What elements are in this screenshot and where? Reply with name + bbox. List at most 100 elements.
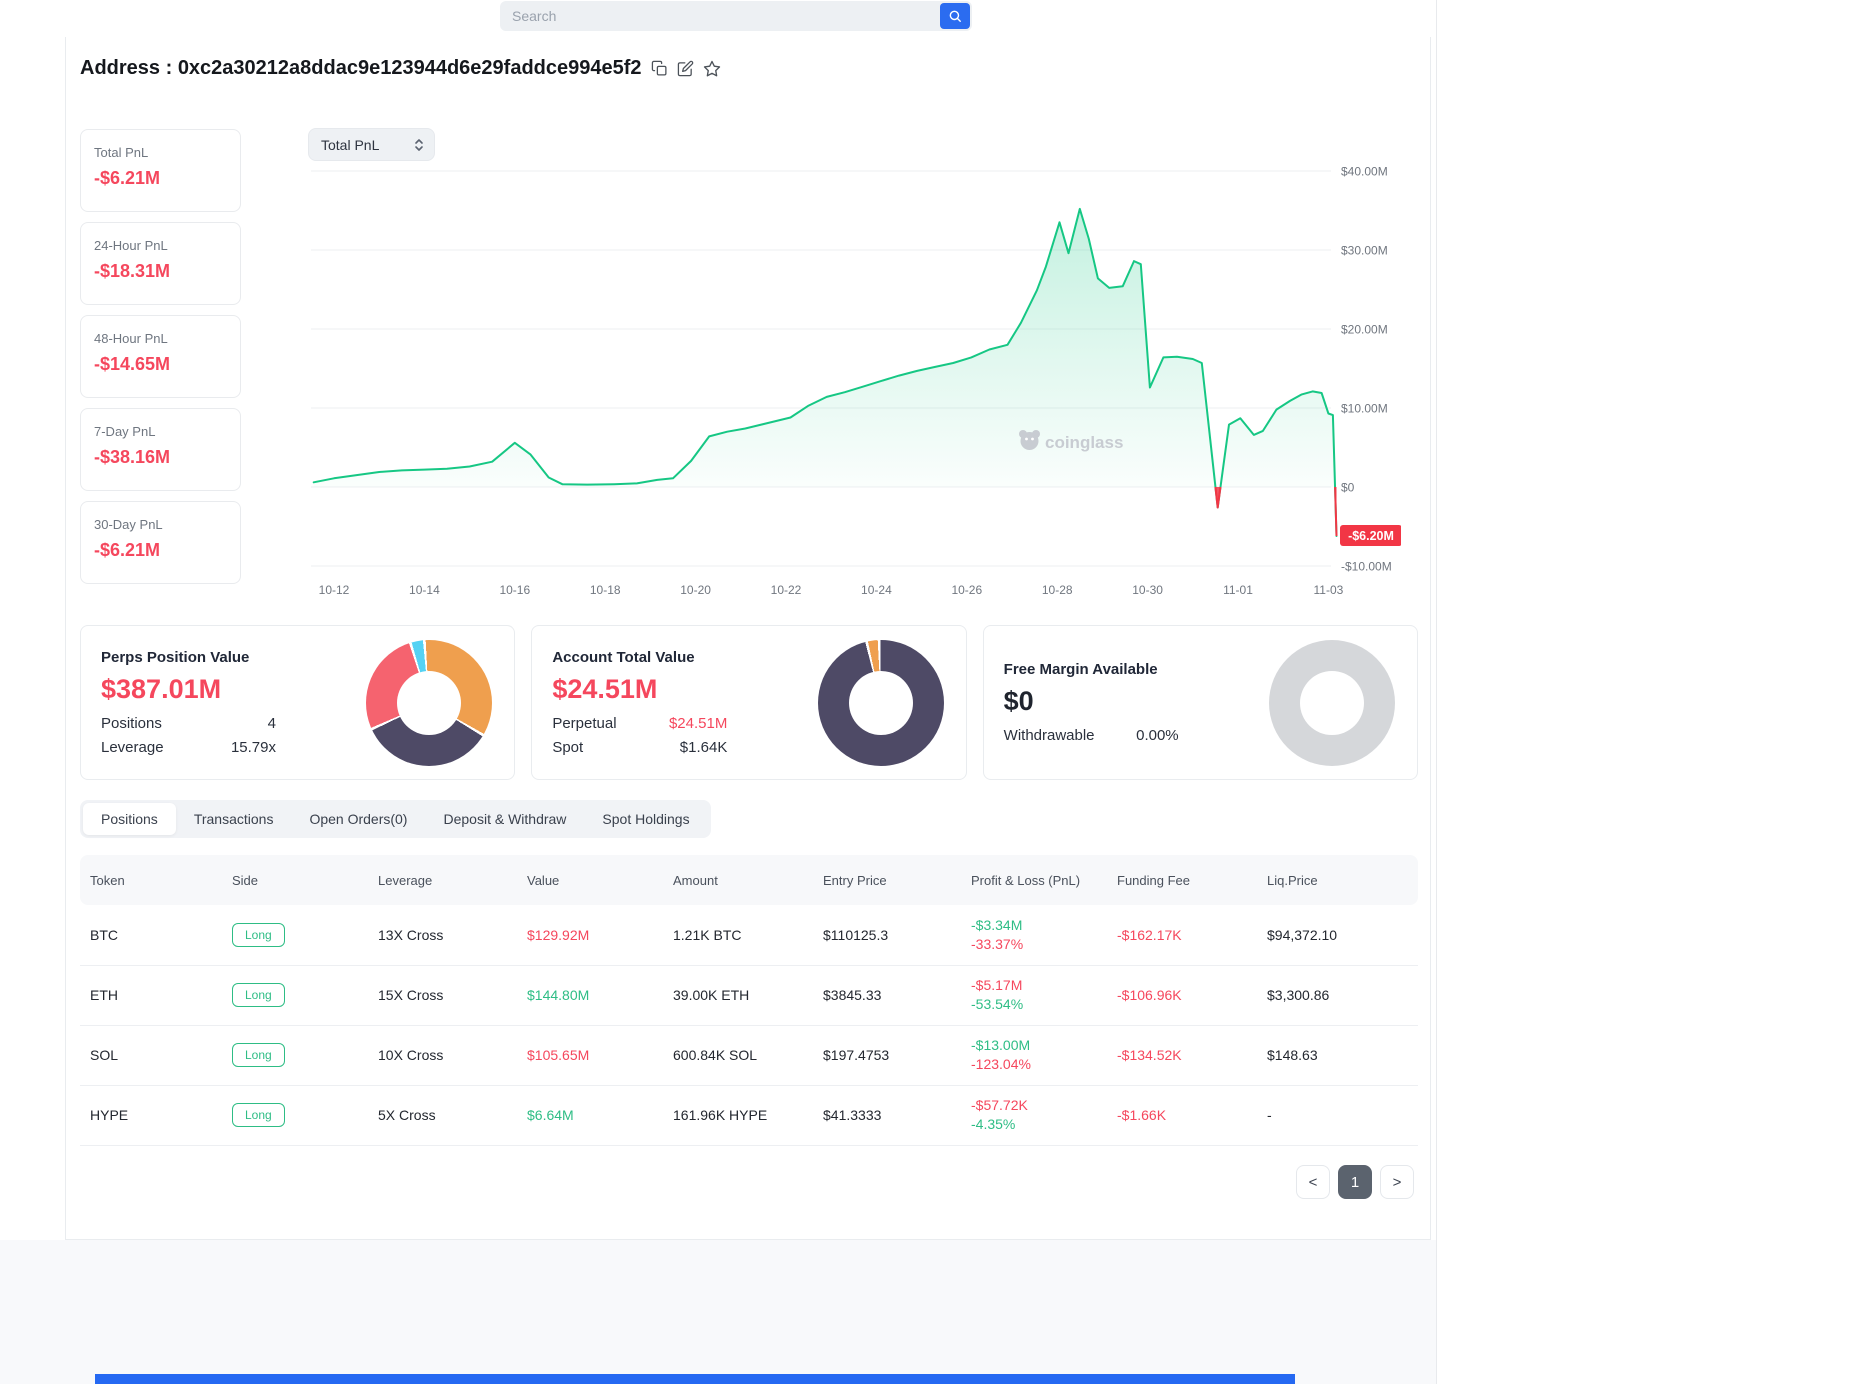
search-input[interactable] xyxy=(500,1,972,31)
side-badge: Long xyxy=(232,1043,285,1067)
pnl-card-label: 7-Day PnL xyxy=(94,424,156,439)
summary-card-value: $0 xyxy=(1003,686,1034,716)
cell-leverage: 13X Cross xyxy=(368,905,517,966)
updown-chevron-icon xyxy=(413,137,425,153)
pnl-card-label: Total PnL xyxy=(94,145,149,160)
pnl-value: -$3.34M xyxy=(971,916,1023,933)
cell-pnl: -$5.17M -53.54% xyxy=(961,965,1107,1026)
pnl-card: Total PnL -$6.21M xyxy=(80,129,241,212)
chart-x-tick: 10-12 xyxy=(319,583,350,597)
summary-card-title: Account Total Value xyxy=(552,649,695,666)
summary-card-title: Perps Position Value xyxy=(101,649,250,666)
summary-card-value: $24.51M xyxy=(552,674,658,704)
chart-x-tick: 10-14 xyxy=(409,583,440,597)
star-icon[interactable] xyxy=(703,60,721,78)
cell-funding-fee: -$1.66K xyxy=(1107,1085,1257,1146)
column-header: Funding Fee xyxy=(1107,855,1257,905)
cell-liq-price: - xyxy=(1257,1085,1418,1146)
account-card: Address : 0xc2a30212a8ddac9e123944d6e29f… xyxy=(65,37,1431,1240)
chart-area xyxy=(313,208,1337,487)
summary-row-label: Positions xyxy=(101,715,162,732)
cell-value: $144.80M xyxy=(517,965,663,1026)
pnl-percent: -53.54% xyxy=(971,996,1024,1012)
summary-card: Perps Position Value $387.01M Positions … xyxy=(80,625,516,780)
cell-pnl: -$13.00M -123.04% xyxy=(961,1025,1107,1086)
pnl-card: 24-Hour PnL -$18.31M xyxy=(80,222,241,305)
pnl-percent: -4.35% xyxy=(971,1116,1016,1132)
positions-body: BTC Long 13X Cross $129.92M 1.21K BTC $1… xyxy=(80,905,1418,1146)
tab-bar: Positions Transactions Open Orders(0) Depos… xyxy=(80,800,711,838)
cell-side: Long xyxy=(222,1025,368,1086)
address-value: 0xc2a30212a8ddac9e123944d6e29faddce994e5… xyxy=(177,57,642,79)
pnl-cards: Total PnL -$6.21M 24-Hour PnL -$18.31M 48-… xyxy=(80,129,241,584)
column-header: Leverage xyxy=(368,855,517,905)
tab-deposit-withdraw[interactable]: Deposit & Withdraw xyxy=(443,811,567,827)
summary-row-value: $24.51M xyxy=(668,715,728,732)
pnl-card-value: -$38.16M xyxy=(94,447,171,467)
chart-metric-select-value: Total PnL xyxy=(321,136,380,153)
donut-chart xyxy=(366,639,493,766)
chart-x-tick: 10-16 xyxy=(499,583,530,597)
side-badge: Long xyxy=(232,983,285,1007)
column-header: Token xyxy=(80,855,222,905)
pagination-next-button[interactable]: > xyxy=(1380,1165,1414,1199)
donut-chart xyxy=(817,639,944,766)
pagination-prev-button[interactable]: < xyxy=(1296,1165,1330,1199)
cell-funding-fee: -$106.96K xyxy=(1107,965,1257,1026)
tab-positions[interactable]: Positions xyxy=(83,803,176,835)
pnl-card-value: -$6.21M xyxy=(94,168,161,188)
page-lower-background xyxy=(0,1240,1436,1384)
cell-funding-fee: -$134.52K xyxy=(1107,1025,1257,1086)
cell-leverage: 10X Cross xyxy=(368,1025,517,1086)
copy-icon[interactable] xyxy=(651,60,668,77)
pnl-card-value: -$6.21M xyxy=(94,540,161,560)
cell-liq-price: $94,372.10 xyxy=(1257,905,1418,966)
summary-row-label: Perpetual xyxy=(552,715,617,732)
cell-token: SOL xyxy=(80,1025,222,1086)
tab-spot-holdings[interactable]: Spot Holdings xyxy=(602,811,690,827)
pnl-card-label: 48-Hour PnL xyxy=(94,331,168,346)
summary-card: Account Total Value $24.51M Perpetual $2… xyxy=(531,625,967,780)
search-icon xyxy=(948,9,962,23)
summary-card-text: Perps Position Value $387.01M Positions … xyxy=(101,649,286,756)
chart-x-tick: 10-28 xyxy=(1042,583,1073,597)
chart-x-tick: 11-03 xyxy=(1313,583,1343,597)
chart-y-tick: $40.00M xyxy=(1341,165,1388,179)
pagination-page-1[interactable]: 1 xyxy=(1338,1165,1372,1199)
summary-row-label: Withdrawable xyxy=(1003,727,1095,744)
chart-x-tick: 10-18 xyxy=(590,583,621,597)
summary-cards: Perps Position Value $387.01M Positions … xyxy=(80,625,1418,780)
tab-open-orders-0[interactable]: Open Orders(0) xyxy=(309,811,408,827)
pnl-card: 48-Hour PnL -$14.65M xyxy=(80,315,241,398)
cell-token: ETH xyxy=(80,965,222,1026)
cell-side: Long xyxy=(222,965,368,1026)
side-badge: Long xyxy=(232,922,285,947)
summary-row-value: 15.79x xyxy=(230,739,276,756)
pnl-card-value: -$18.31M xyxy=(94,261,171,281)
pagination: < 1 > xyxy=(1296,1165,1414,1199)
cell-liq-price: $3,300.86 xyxy=(1257,965,1418,1026)
column-header: Value xyxy=(517,855,663,905)
chart-x-tick: 10-30 xyxy=(1132,583,1163,597)
pnl-percent: -33.37% xyxy=(971,935,1024,952)
summary-row-value: 4 xyxy=(267,715,276,732)
address-header: Address : 0xc2a30212a8ddac9e123944d6e29f… xyxy=(80,57,721,80)
cell-value: $6.64M xyxy=(517,1085,663,1146)
cell-amount: 39.00K ETH xyxy=(663,965,813,1026)
pnl-card-value: -$14.65M xyxy=(94,354,171,374)
pnl-percent: -123.04% xyxy=(971,1056,1031,1072)
tab-transactions[interactable]: Transactions xyxy=(193,811,274,827)
table-row: SOL Long 10X Cross $105.65M 600.84K SOL … xyxy=(80,1025,1418,1086)
cell-amount: 600.84K SOL xyxy=(663,1025,813,1086)
column-header: Profit & Loss (PnL) xyxy=(961,855,1107,905)
chart-y-tick: $10.00M xyxy=(1341,402,1388,416)
current-value-text: -$6.20M xyxy=(1348,529,1394,543)
column-header: Amount xyxy=(663,855,813,905)
column-header: Side xyxy=(222,855,368,905)
search-button[interactable] xyxy=(940,3,970,29)
chart-metric-select[interactable]: Total PnL xyxy=(308,128,435,161)
cell-token: HYPE xyxy=(80,1085,222,1146)
summary-card-text: Free Margin Available $0 Withdrawable 0.… xyxy=(1004,661,1189,744)
summary-row-label: Leverage xyxy=(101,739,164,756)
edit-icon[interactable] xyxy=(677,60,694,77)
